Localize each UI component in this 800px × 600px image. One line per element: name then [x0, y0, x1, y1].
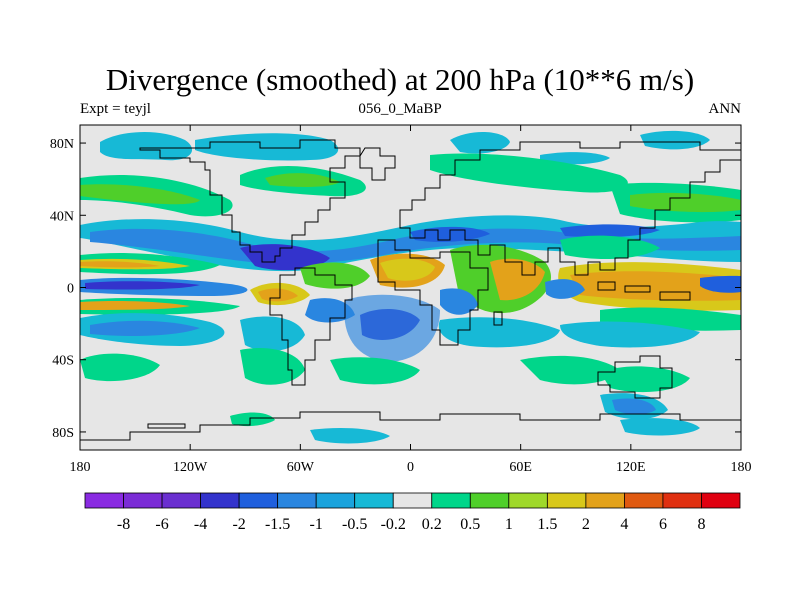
colorbar-level-label: -6: [155, 516, 168, 533]
colorbar-level-label: -0.5: [342, 516, 367, 533]
latitude-axis: 80N 40N 0 40S 80S: [50, 137, 741, 441]
colorbar-swatch: [277, 492, 317, 509]
colorbar-level-label: -8: [117, 516, 130, 533]
colorbar-level-label: 1: [505, 516, 513, 533]
colorbar-level-label: 0.5: [460, 516, 480, 533]
colorbar-level-label: -1: [310, 516, 323, 533]
colorbar-level-label: 1.5: [537, 516, 557, 533]
colorbar-swatch: [84, 492, 124, 509]
lat-tick-label: 40S: [52, 354, 74, 369]
lon-tick-label: 120W: [173, 460, 208, 475]
experiment-label: Expt = teyjl: [80, 101, 151, 117]
divergence-field: [80, 130, 741, 444]
colorbar-swatch: [585, 492, 625, 509]
colorbar-level-label: 6: [659, 516, 667, 533]
colorbar-swatch: [624, 492, 664, 509]
colorbar-level-label: 0.2: [422, 516, 442, 533]
lat-tick-label: 40N: [50, 209, 74, 224]
experiment-period-label: 056_0_MaBP: [358, 101, 442, 117]
plot-title: Divergence (smoothed) at 200 hPa (10**6 …: [105, 62, 695, 97]
colorbar-swatch: [469, 492, 510, 509]
colorbar-level-label: 4: [620, 516, 628, 533]
colorbar-swatch: [546, 492, 587, 509]
colorbar-level-label: 8: [697, 516, 705, 533]
colorbar-level-label: -0.2: [381, 516, 406, 533]
lon-tick-label: 0: [407, 460, 414, 475]
season-label: ANN: [708, 101, 742, 117]
colorbar-swatch: [508, 492, 548, 509]
colorbar-level-label: -4: [194, 516, 207, 533]
colorbar-swatch: [431, 492, 471, 509]
lon-tick-label: 60W: [287, 460, 315, 475]
colorbar-swatch: [200, 492, 240, 509]
colorbar-level-label: -2: [232, 516, 245, 533]
colorbar-swatch: [392, 492, 433, 509]
colorbar-swatch: [662, 492, 702, 509]
colorbar-swatch: [123, 492, 163, 509]
colorbar-swatch: [701, 492, 741, 509]
lon-tick-label: 120E: [616, 460, 646, 475]
colorbar: -8 -6 -4 -2 -1.5 -1 -0.5 -0.2 0.2 0.5 1 1.5 2 4 6 8: [84, 492, 741, 533]
colorbar-swatch: [354, 492, 394, 509]
lat-tick-label: 80N: [50, 137, 74, 152]
coastlines: [80, 139, 741, 441]
lon-tick-label: 60E: [509, 460, 532, 475]
lat-tick-label: 80S: [52, 426, 74, 441]
colorbar-swatch: [238, 492, 279, 509]
longitude-axis: 180 120W 60W 0 60E 120E 180: [70, 125, 752, 475]
lon-tick-label: 180: [731, 460, 752, 475]
colorbar-swatch: [315, 492, 356, 509]
colorbar-level-label: 2: [582, 516, 590, 533]
lon-tick-label: 180: [70, 460, 91, 475]
lat-tick-label: 0: [67, 282, 74, 297]
colorbar-level-label: -1.5: [265, 516, 290, 533]
colorbar-swatch: [161, 492, 201, 509]
